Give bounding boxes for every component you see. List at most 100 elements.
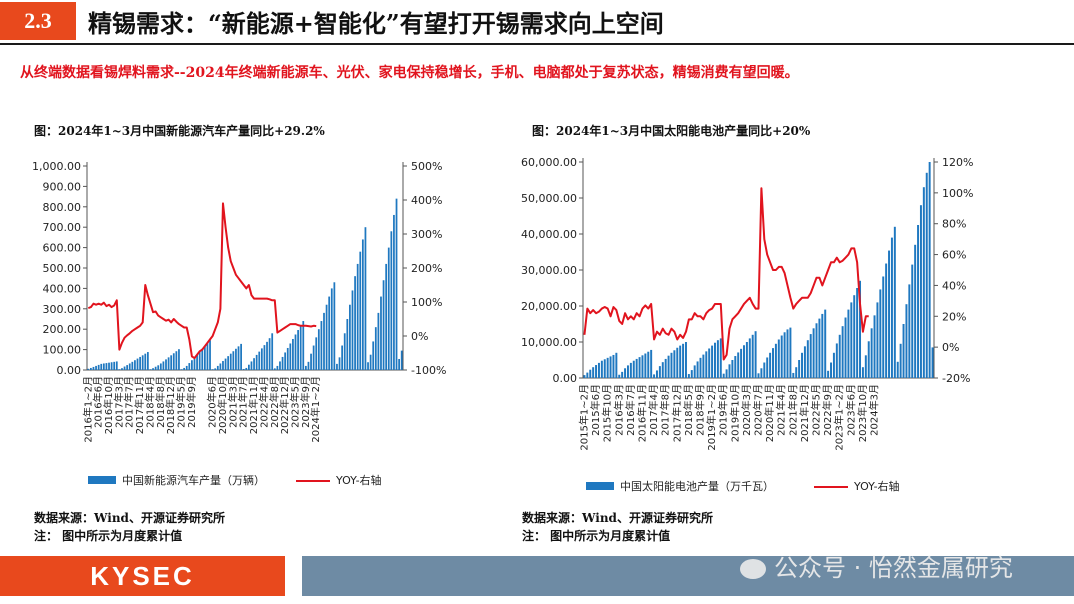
legend-bar-swatch	[586, 482, 614, 490]
bar	[162, 361, 165, 370]
bar	[711, 345, 714, 378]
bar	[914, 244, 917, 378]
bar	[743, 345, 745, 378]
bar	[141, 355, 144, 370]
bar	[191, 360, 193, 370]
x-tick-label: 2023年9月	[299, 376, 312, 428]
right-tick-label: 400%	[411, 194, 442, 207]
bar	[644, 353, 647, 378]
bar	[818, 318, 821, 378]
bar	[235, 348, 237, 370]
x-tick-label: 2021年12月	[798, 384, 811, 442]
bar	[196, 354, 198, 370]
bar	[90, 367, 92, 370]
chart-1-note: 注： 图中所示为月度累计值	[34, 529, 183, 543]
bar	[803, 346, 806, 378]
bar	[281, 356, 284, 370]
bar	[377, 312, 380, 370]
x-tick-label: 2021年3月	[226, 376, 239, 428]
bar	[385, 263, 388, 370]
right-tick-label: -100%	[411, 364, 446, 377]
left-tick-label: 20,000.00	[521, 300, 577, 313]
bar	[705, 351, 708, 378]
bar	[925, 172, 928, 378]
bar	[635, 358, 638, 378]
bar	[870, 328, 873, 378]
x-tick-label: 2022年4月	[257, 376, 270, 428]
right-tick-label: 100%	[411, 296, 442, 309]
bar	[131, 361, 134, 370]
x-tick-label: 2017年11月	[133, 376, 146, 434]
x-tick-label: 2017年12月	[670, 384, 683, 442]
x-tick-label: 2023年1~2月	[833, 384, 846, 451]
left-tick-label: 100.00	[43, 344, 82, 357]
legend-line-label: YOY-右轴	[335, 473, 382, 487]
bar	[369, 354, 372, 370]
bar	[615, 352, 618, 378]
bar	[276, 365, 279, 370]
bar	[647, 351, 650, 378]
bar	[149, 369, 152, 370]
bar	[693, 365, 696, 378]
bar	[783, 332, 786, 378]
bar	[603, 359, 606, 378]
bar	[737, 352, 740, 378]
bar	[206, 343, 209, 370]
bar	[600, 360, 603, 378]
bar	[850, 302, 853, 378]
chart-1-notes: 数据来源：Wind、开源证券研究所 注： 图中所示为月度累计值	[34, 509, 225, 545]
bar	[618, 374, 621, 378]
bar	[144, 353, 147, 370]
bar	[786, 329, 789, 378]
x-tick-label: 2024年3月	[868, 384, 881, 436]
x-tick-label: 2023年10月	[856, 384, 869, 442]
bar	[684, 342, 687, 378]
chart-2-title: 图：2024年1~3月中国太阳能电池产量同比+20%	[532, 124, 811, 138]
bar	[658, 366, 661, 378]
bar	[734, 356, 737, 378]
bar	[641, 355, 644, 378]
bar	[92, 366, 95, 370]
left-tick-label: 50,000.00	[521, 192, 577, 205]
right-tick-label: 40%	[942, 279, 966, 292]
bar	[728, 364, 731, 378]
bar	[354, 276, 356, 370]
bar	[667, 355, 670, 378]
bar	[832, 352, 835, 378]
bar	[167, 357, 170, 370]
bar	[708, 348, 711, 378]
bar	[609, 356, 612, 378]
bar	[108, 362, 110, 370]
right-tick-label: 0%	[411, 330, 428, 343]
bar	[861, 367, 864, 378]
chart-solar-cell-production: 60,000.00 50,000.00 40,000.00 30,000.00 20,0…	[521, 156, 973, 493]
bar	[271, 333, 274, 370]
bar	[917, 225, 920, 378]
left-tick-label: 500.00	[43, 262, 82, 275]
x-tick-label: 2015年1~2月	[578, 384, 591, 451]
bar	[676, 347, 679, 378]
bar	[592, 367, 595, 378]
left-tick-label: 200.00	[43, 323, 82, 336]
bar	[299, 325, 302, 370]
bar	[320, 321, 323, 370]
bar	[902, 324, 905, 378]
left-tick-label: 0.00	[57, 364, 82, 377]
bar	[597, 362, 600, 378]
bar	[769, 352, 772, 378]
bar	[113, 361, 116, 370]
bar	[740, 348, 743, 378]
bar	[180, 369, 183, 370]
bar	[896, 361, 899, 378]
right-tick-label: 120%	[942, 156, 973, 169]
x-tick-label: 2020年7月	[752, 384, 765, 436]
bar	[586, 372, 589, 378]
watermark: 公众号 · 怡然金属研究	[740, 548, 1013, 583]
bar	[175, 351, 178, 370]
bar	[774, 343, 777, 378]
bar	[919, 205, 922, 378]
left-tick-label: 60,000.00	[521, 156, 577, 169]
bar	[170, 355, 173, 370]
bar	[222, 361, 224, 370]
bar	[310, 353, 312, 370]
